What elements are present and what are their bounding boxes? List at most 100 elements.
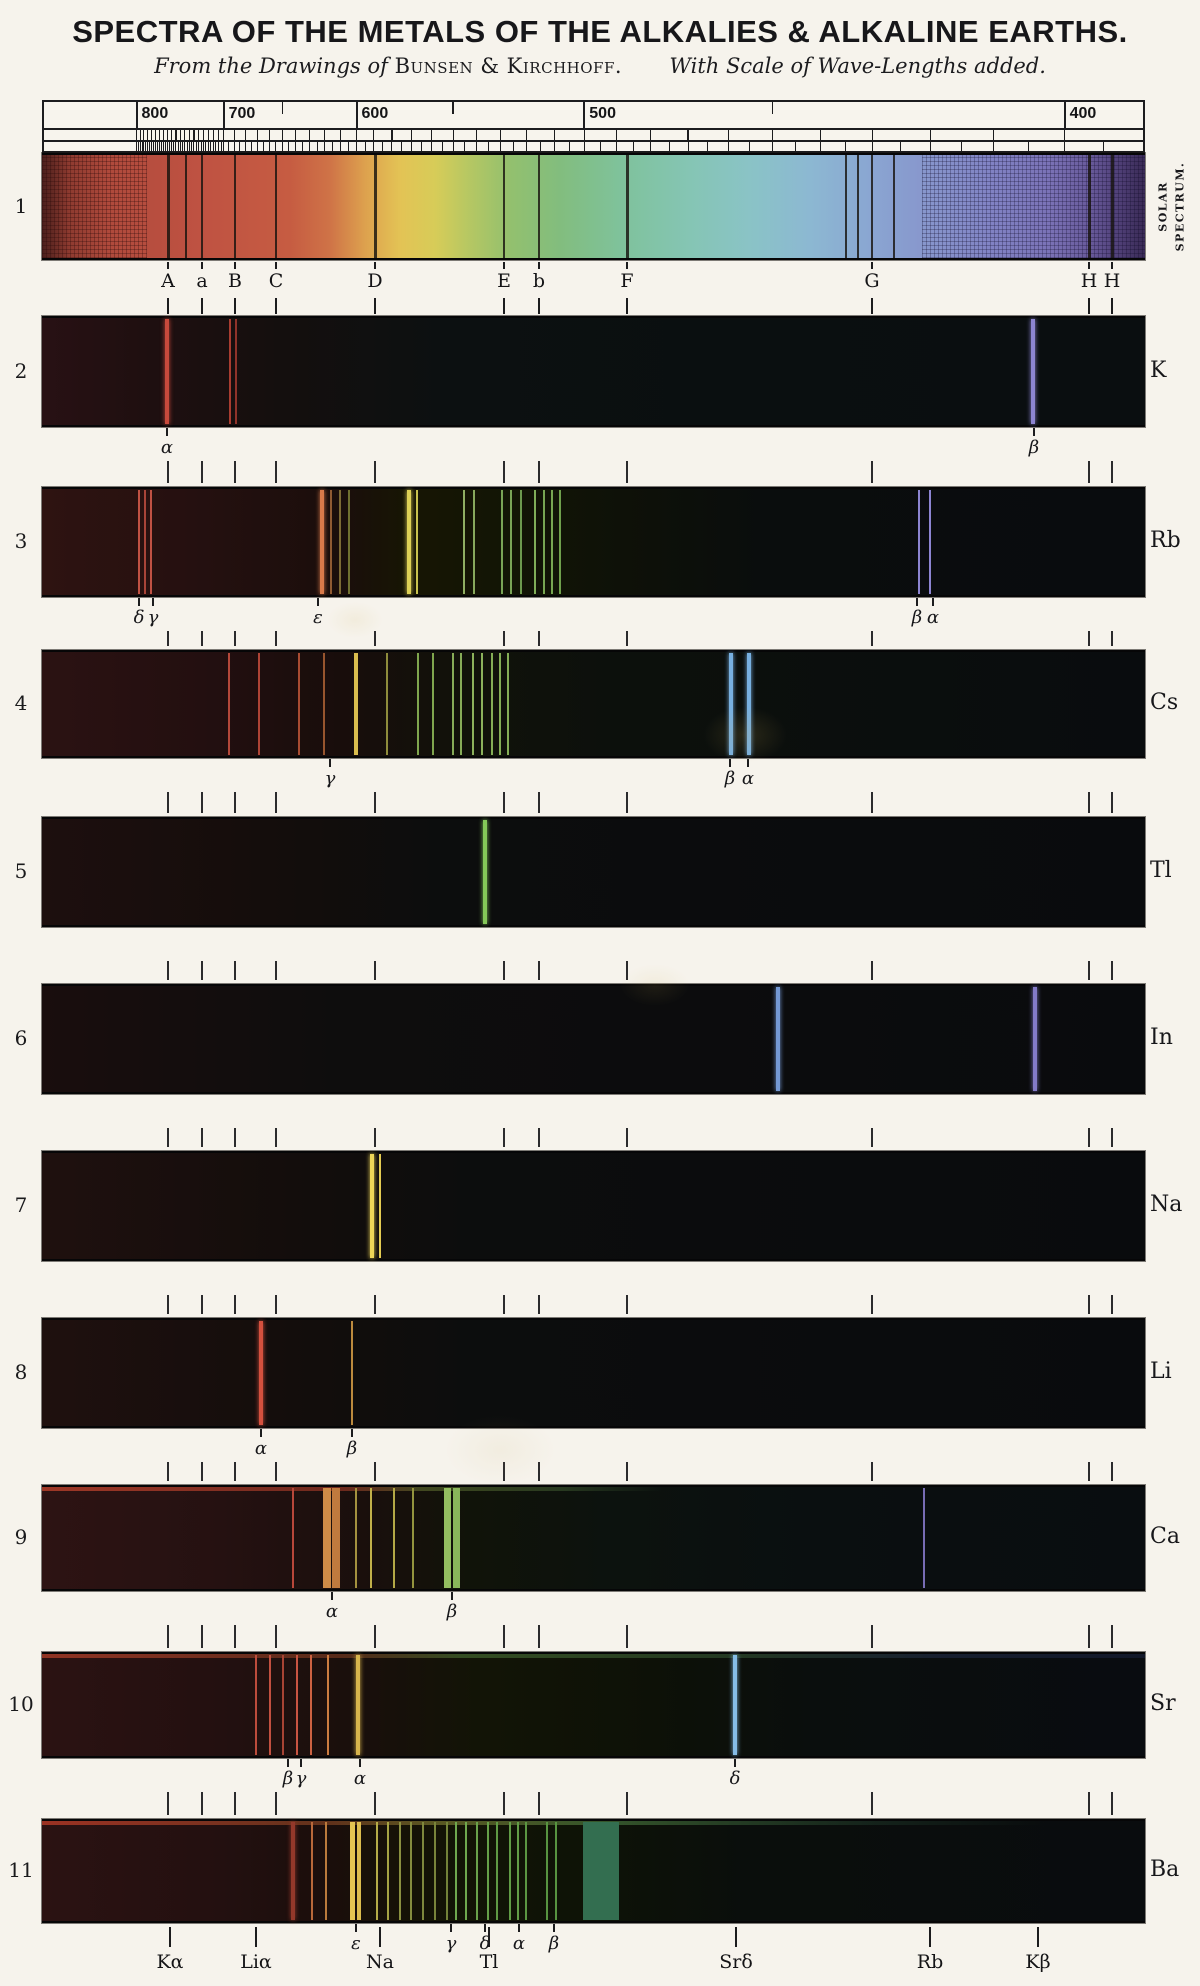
row-number: 10: [8, 1692, 34, 1716]
scale-tick: [845, 140, 847, 151]
guide-tick: [1111, 1295, 1113, 1314]
emission-line: [254, 1655, 258, 1755]
emission-line: [165, 319, 169, 424]
scale-tick: [749, 140, 751, 151]
scale-tick: [400, 140, 402, 151]
fraunhofer-letter-tick: [503, 262, 505, 269]
scale-tick: [1063, 102, 1066, 128]
emission-line: [491, 653, 493, 755]
fraunhofer-line: [625, 155, 629, 258]
emission-line: [407, 490, 411, 594]
scale-label: 400: [1069, 105, 1097, 122]
emission-line: [776, 987, 780, 1091]
guide-tick: [1111, 1625, 1113, 1648]
guide-tick: [538, 1128, 540, 1147]
fraunhofer-letter: a: [196, 270, 208, 292]
greek-line-tick: [329, 759, 331, 767]
scale-tick: [262, 140, 264, 151]
scale-tick: [452, 140, 454, 151]
fraunhofer-letter-tick: [201, 262, 203, 269]
guide-tick: [167, 1128, 169, 1147]
guide-tick: [374, 1625, 376, 1648]
fraunhofer-letter-tick: [538, 262, 540, 269]
scale-tick: [154, 128, 156, 140]
scale-tick: [222, 102, 225, 128]
emission-line: [291, 1488, 295, 1588]
emission-line: [227, 653, 231, 755]
guide-tick: [167, 461, 169, 483]
guide-tick: [503, 961, 505, 980]
guide-tick: [626, 1128, 628, 1147]
fraunhofer-letter: G: [864, 270, 880, 292]
bottom-ref-label: Kβ: [1025, 1951, 1051, 1973]
guide-tick: [626, 1625, 628, 1648]
scale-tick: [195, 140, 197, 151]
scale-tick: [193, 128, 195, 140]
scale-tick: [615, 140, 617, 151]
fraunhofer-letter-lower-tick: [167, 298, 169, 314]
emission-line: [369, 1488, 373, 1588]
fraunhofer-letter-tick: [1111, 262, 1113, 269]
greek-line-label: β: [724, 768, 736, 789]
fraunhofer-letter-tick: [1088, 262, 1090, 269]
fraunhofer-letter-tick: [374, 262, 376, 269]
scale-tick: [668, 140, 670, 151]
scale-tick: [136, 140, 138, 151]
scale-tick: [1064, 140, 1066, 151]
guide-tick: [167, 1462, 169, 1481]
scale-tick: [179, 128, 181, 140]
scale-tick: [475, 140, 477, 151]
greek-line-label: γ: [445, 1933, 457, 1954]
scale-tick: [1064, 128, 1066, 140]
greek-line-tick: [553, 1924, 555, 1932]
guide-tick: [275, 792, 277, 813]
emission-line: [330, 490, 332, 594]
scale-tick: [727, 128, 730, 140]
element-label-cs: Cs: [1150, 690, 1179, 715]
emission-line: [923, 1488, 925, 1588]
fraunhofer-line: [373, 155, 377, 258]
scale-tick: [198, 128, 200, 140]
scale-tick: [487, 140, 489, 151]
scale-tick: [309, 140, 311, 151]
scale-tick: [771, 102, 774, 114]
bottom-ref-label: Na: [366, 1951, 394, 1973]
row-number: 3: [14, 529, 28, 553]
scale-tick: [281, 128, 283, 140]
bottom-ref-tick: [168, 1927, 172, 1947]
scale-tick: [233, 140, 235, 151]
emission-line: [339, 490, 341, 594]
scale-tick: [309, 128, 311, 140]
scale-tick: [410, 140, 412, 151]
scale-tick: [171, 140, 173, 151]
scale-tick: [147, 128, 149, 140]
scale-tick: [795, 140, 797, 151]
guide-tick: [626, 792, 628, 813]
fraunhofer-line: [201, 155, 203, 258]
bottom-ref-tick: [928, 1927, 932, 1947]
greek-line-tick: [260, 1429, 262, 1437]
guide-tick: [503, 461, 505, 483]
scale-tick: [583, 102, 586, 128]
scale-tick: [160, 140, 162, 151]
greek-line-label: δ: [133, 607, 145, 628]
scale-tick: [499, 128, 502, 140]
guide-tick: [1088, 961, 1090, 980]
emission-line: [486, 1822, 490, 1920]
bottom-ref-tick: [487, 1927, 491, 1947]
emission-line: [554, 1822, 558, 1920]
spectrum-band-li: [42, 1318, 1145, 1428]
fraunhofer-line: [1087, 155, 1091, 258]
guide-tick: [1088, 1128, 1090, 1147]
bottom-ref-label: Tl: [479, 1951, 499, 1973]
spectrum-band-sr: [42, 1652, 1145, 1758]
scale-tick: [188, 140, 190, 151]
greek-line-tick: [351, 1429, 353, 1437]
greek-line-label: α: [512, 1933, 526, 1954]
greek-line-label: α: [741, 768, 755, 789]
emission-line: [443, 1488, 451, 1588]
emission-line: [378, 1154, 382, 1258]
guide-tick: [234, 792, 236, 813]
row-number: 7: [14, 1193, 28, 1217]
